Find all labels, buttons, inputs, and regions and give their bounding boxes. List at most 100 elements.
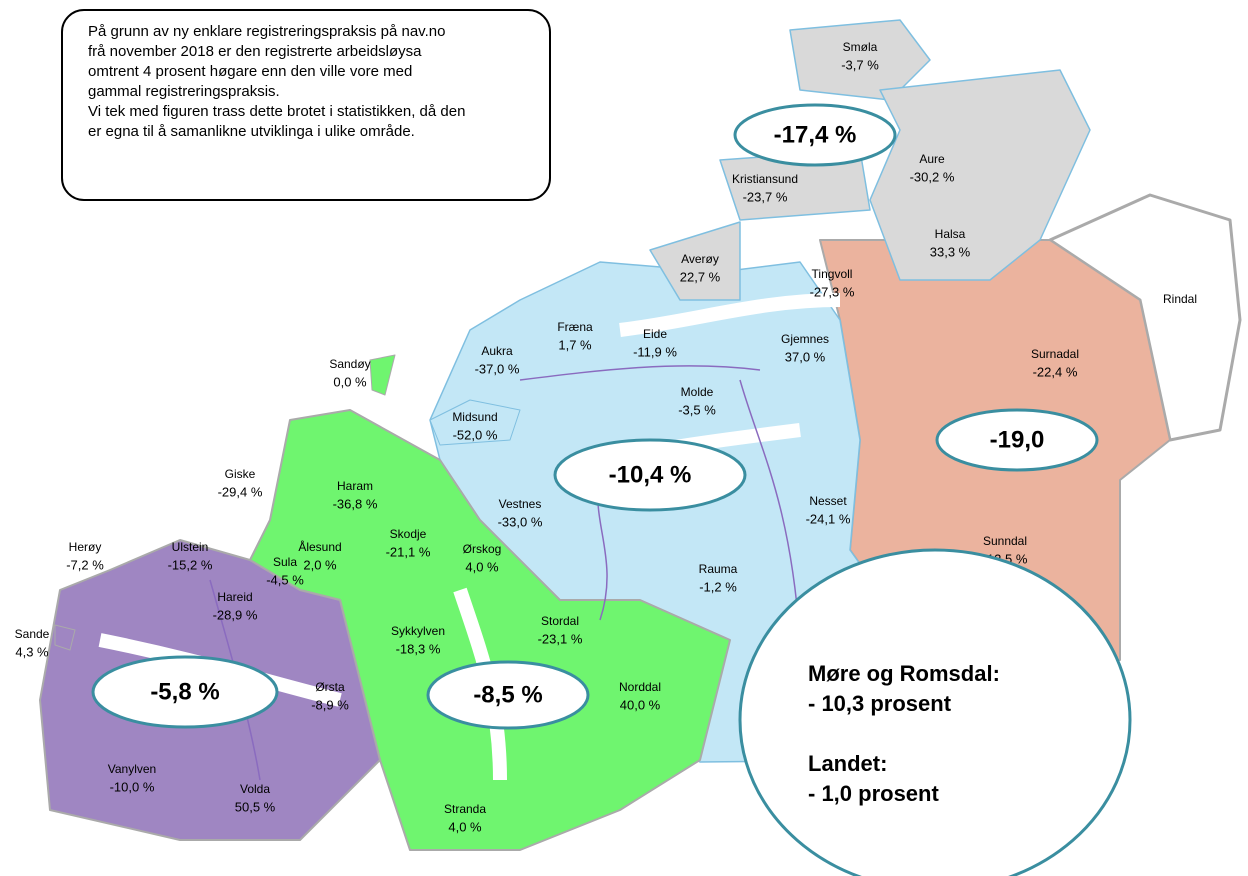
- municipality-value: 2,0 %: [303, 557, 337, 572]
- municipality-name: Sula: [273, 555, 297, 569]
- note-line: frå november 2018 er den registrerte arb…: [88, 43, 422, 60]
- region-bubble: [91, 655, 279, 729]
- regions: -17,4 % -19,0 -10,4 % -5,8 % -8,5 %: [91, 103, 1099, 730]
- municipality-name: Volda: [240, 782, 270, 796]
- municipality-name: Midsund: [452, 410, 497, 424]
- municipality-value: 0,0 %: [333, 374, 367, 389]
- region-label: -8,5 %: [473, 681, 542, 708]
- municipality-value: -36,8 %: [333, 496, 378, 511]
- municipality-name: Norddal: [619, 680, 661, 694]
- summary-circle: [738, 548, 1132, 876]
- municipality-name: Kristiansund: [732, 172, 798, 186]
- note-line: gammal registreringspraksis.: [88, 83, 280, 100]
- municipality-name: Ørskog: [463, 542, 502, 556]
- region-bubble: [733, 103, 897, 167]
- region-bubble: [426, 660, 590, 730]
- municipality-name: Sunndal: [983, 534, 1027, 548]
- municipality-value: -21,1 %: [386, 544, 431, 559]
- municipality-value: -37,0 %: [475, 361, 520, 376]
- municipality-name: Ørsta: [315, 680, 345, 694]
- municipality-value: 50,5 %: [235, 799, 276, 814]
- municipality-value: 4,0 %: [448, 819, 482, 834]
- municipality-name: Herøy: [69, 540, 102, 554]
- municipality-value: -52,0 %: [453, 427, 498, 442]
- municipality-name: Tingvoll: [812, 267, 853, 281]
- municipality-name: Haram: [337, 479, 373, 493]
- region-label: -19,0: [990, 426, 1045, 453]
- municipality-name: Sykkylven: [391, 624, 445, 638]
- municipality-value: 1,7 %: [558, 337, 592, 352]
- municipality-value: 40,0 %: [620, 697, 661, 712]
- island: [369, 354, 396, 396]
- municipality-value: -22,4 %: [1033, 364, 1078, 379]
- note-line: omtrent 4 prosent høgare enn den ville v…: [88, 63, 412, 80]
- municipality-name: Vestnes: [499, 497, 542, 511]
- summary: Møre og Romsdal: - 10,3 prosent Landet: - 1…: [808, 661, 1000, 806]
- municipality-value: -15,2 %: [168, 557, 213, 572]
- municipality-name: Stordal: [541, 614, 579, 628]
- municipality-name: Aure: [919, 152, 945, 166]
- labels: Smøla -3,7 % Aure -30,2 % Kristiansund -23,7 …: [15, 40, 1197, 834]
- island: [429, 399, 521, 446]
- note-line: På grunn av ny enklare registreringsprak…: [88, 23, 445, 40]
- municipality-name: Rauma: [699, 562, 738, 576]
- municipality-value: -3,7 %: [841, 57, 879, 72]
- municipality-name: Sandøy: [329, 357, 370, 371]
- municipality-name: Hareid: [217, 590, 252, 604]
- municipality-value: 4,3 %: [15, 644, 49, 659]
- municipality-value: -11,9 %: [633, 344, 677, 359]
- municipality-name: Molde: [681, 385, 714, 399]
- municipality-name: Vanylven: [108, 762, 156, 776]
- region-label: -17,4 %: [774, 121, 857, 148]
- region-label: -10,4 %: [609, 461, 692, 488]
- note-box: [61, 9, 551, 201]
- municipality-name: Halsa: [935, 227, 966, 241]
- municipality-name: Gjemnes: [781, 332, 829, 346]
- municipality-name: Nesset: [809, 494, 847, 508]
- municipality-name: Ålesund: [298, 539, 341, 554]
- municipality-value: 33,3 %: [930, 244, 971, 259]
- municipality-value: -27,3 %: [810, 284, 855, 299]
- municipality-name: Ulstein: [172, 540, 209, 554]
- region-bubble: [935, 408, 1099, 472]
- municipality-value: -8,9 %: [311, 697, 349, 712]
- municipality-value: -3,5 %: [678, 402, 716, 417]
- island: [54, 624, 76, 651]
- municipality-name: Skodje: [390, 527, 427, 541]
- municipality-name: Fræna: [557, 320, 593, 334]
- municipality-name: Eide: [643, 327, 667, 341]
- municipality-value: -1,2 %: [699, 579, 737, 594]
- municipality-value: 4,0 %: [465, 559, 499, 574]
- municipality-value: -28,9 %: [213, 607, 258, 622]
- municipality-name: Rindal: [1163, 292, 1197, 306]
- summary-line: Landet:: [808, 751, 887, 776]
- municipality-value: -23,7 %: [743, 189, 788, 204]
- municipality-value: -24,1 %: [806, 511, 851, 526]
- municipality-value: -10,0 %: [110, 779, 155, 794]
- municipality-name: Averøy: [681, 252, 719, 266]
- municipality-name: Surnadal: [1031, 347, 1079, 361]
- municipality-name: Sande: [15, 627, 50, 641]
- summary-line: - 1,0 prosent: [808, 781, 939, 806]
- note-line: Vi tek med figuren trass dette brotet i …: [88, 103, 465, 120]
- summary-line: Møre og Romsdal:: [808, 661, 1000, 686]
- municipality-value: -33,0 %: [498, 514, 543, 529]
- region-north-2: [869, 69, 1091, 281]
- municipality-value: -29,4 %: [218, 484, 263, 499]
- municipality-value: 37,0 %: [785, 349, 826, 364]
- region-label: -5,8 %: [150, 678, 219, 705]
- municipality-name: Aukra: [481, 344, 513, 358]
- note: På grunn av ny enklare registreringsprak…: [88, 23, 465, 140]
- municipality-name: Giske: [225, 467, 256, 481]
- border: [209, 365, 801, 781]
- municipality-name: Smøla: [843, 40, 878, 54]
- municipality-value: -18,3 %: [396, 641, 441, 656]
- region-bubble: [553, 438, 747, 512]
- municipality-value: -30,2 %: [910, 169, 955, 184]
- municipality-value: -7,2 %: [66, 557, 104, 572]
- municipality-value: -23,1 %: [538, 631, 583, 646]
- note-line: er egna til å samanlikne utviklinga i ul…: [88, 123, 415, 140]
- municipality-value: 22,7 %: [680, 269, 721, 284]
- municipality-value: -4,5 %: [266, 572, 304, 587]
